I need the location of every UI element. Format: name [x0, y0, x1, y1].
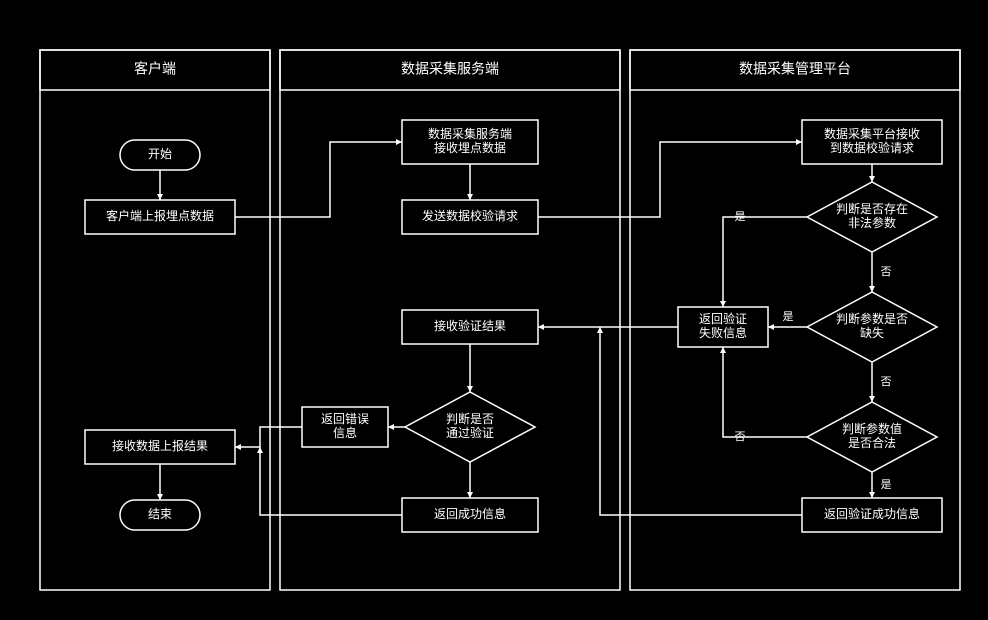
node-pok: 返回验证成功信息 [802, 498, 942, 532]
svg-text:判断参数是否: 判断参数是否 [836, 311, 908, 326]
edge-label-e11: 否 [735, 431, 746, 443]
svg-text:信息: 信息 [333, 425, 357, 440]
svg-text:接收验证结果: 接收验证结果 [434, 318, 506, 333]
svg-text:失败信息: 失败信息 [699, 325, 747, 340]
svg-text:判断是否存在: 判断是否存在 [836, 201, 908, 216]
svg-text:开始: 开始 [148, 147, 172, 161]
edge-label-e7: 否 [881, 376, 892, 388]
node-pfail: 返回验证失败信息 [678, 307, 768, 347]
svg-text:到数据校验请求: 到数据校验请求 [830, 140, 914, 155]
lane-client-title: 客户端 [134, 61, 176, 77]
svg-text:缺失: 缺失 [860, 325, 884, 340]
lane-server-title: 数据采集服务端 [401, 61, 499, 77]
svg-text:数据采集服务端: 数据采集服务端 [428, 126, 512, 141]
node-c2: 接收数据上报结果 [85, 430, 235, 464]
node-c1: 客户端上报埋点数据 [85, 200, 235, 234]
svg-text:结束: 结束 [148, 507, 172, 521]
node-p1: 数据采集平台接收到数据校验请求 [802, 120, 942, 164]
svg-text:判断是否: 判断是否 [446, 411, 494, 426]
svg-text:接收埋点数据: 接收埋点数据 [434, 140, 506, 155]
node-end: 结束 [120, 500, 200, 530]
svg-text:非法参数: 非法参数 [848, 215, 896, 230]
svg-text:通过验证: 通过验证 [446, 425, 494, 440]
edge-label-e8: 是 [881, 478, 892, 491]
edge-label-e10: 是 [783, 310, 794, 323]
node-s1: 数据采集服务端接收埋点数据 [402, 120, 538, 164]
node-s3: 接收验证结果 [402, 310, 538, 344]
node-start: 开始 [120, 140, 200, 170]
svg-text:是否合法: 是否合法 [848, 435, 896, 450]
svg-text:接收数据上报结果: 接收数据上报结果 [112, 438, 208, 453]
svg-text:数据采集平台接收: 数据采集平台接收 [824, 126, 920, 141]
svg-text:返回错误: 返回错误 [321, 412, 369, 426]
svg-text:返回成功信息: 返回成功信息 [434, 506, 506, 521]
svg-text:返回验证成功信息: 返回验证成功信息 [824, 506, 920, 521]
edge-label-e9: 是 [735, 210, 746, 223]
svg-text:返回验证: 返回验证 [699, 311, 747, 326]
edge-label-e6: 否 [881, 266, 892, 278]
svg-text:判断参数值: 判断参数值 [842, 421, 902, 436]
svg-text:发送数据校验请求: 发送数据校验请求 [422, 208, 518, 223]
node-serr: 返回错误信息 [302, 407, 388, 447]
svg-text:客户端上报埋点数据: 客户端上报埋点数据 [106, 208, 214, 223]
node-sok: 返回成功信息 [402, 498, 538, 532]
flowchart-diagram: 客户端数据采集服务端数据采集管理平台开始客户端上报埋点数据接收数据上报结果结束数… [0, 0, 988, 620]
lane-platform-title: 数据采集管理平台 [739, 61, 851, 77]
node-s2: 发送数据校验请求 [402, 200, 538, 234]
